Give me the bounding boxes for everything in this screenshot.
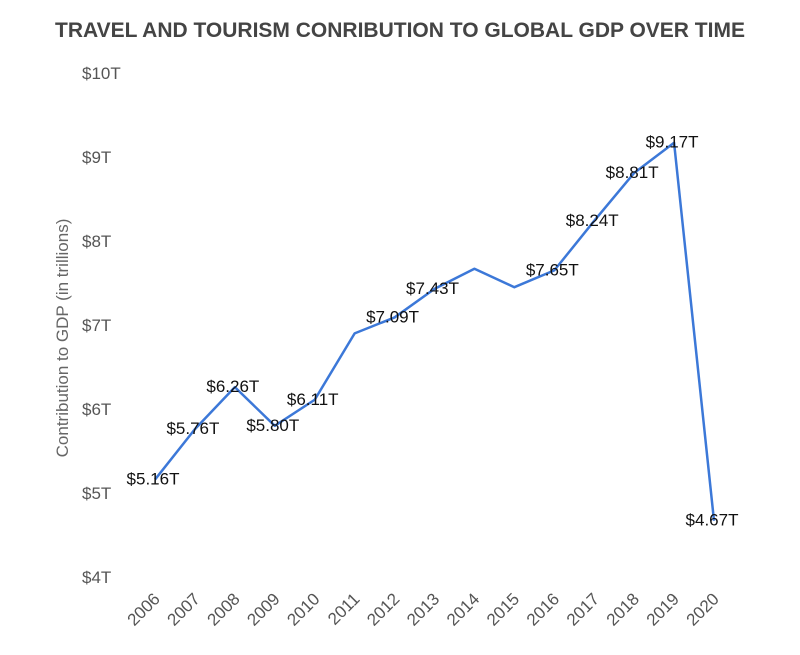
data-label: $5.76T: [166, 419, 219, 438]
data-label: $5.80T: [246, 416, 299, 435]
x-tick-label: 2012: [363, 589, 403, 629]
x-tick-label: 2007: [164, 589, 204, 629]
y-tick-label: $5T: [82, 484, 111, 503]
y-tick-label: $9T: [82, 148, 111, 167]
data-label: $7.43T: [406, 279, 459, 298]
y-tick-label: $10T: [82, 64, 121, 83]
x-tick-label: 2015: [483, 589, 523, 629]
y-tick-label: $6T: [82, 400, 111, 419]
x-tick-label: 2018: [603, 589, 643, 629]
data-label: $8.24T: [566, 211, 619, 230]
y-tick-label: $7T: [82, 316, 111, 335]
data-label: $8.81T: [606, 163, 659, 182]
series-line: [154, 141, 716, 521]
x-tick-label: 2006: [124, 589, 164, 629]
data-label: $9.17T: [646, 133, 699, 152]
data-label: $4.67T: [686, 511, 739, 530]
data-label: $7.65T: [526, 260, 579, 279]
y-axis-label: Contribution to GDP (in trillions): [53, 219, 72, 458]
y-tick-label: $4T: [82, 568, 111, 587]
data-label: $6.11T: [287, 390, 339, 409]
x-tick-label: 2020: [683, 589, 723, 629]
chart-title: TRAVEL AND TOURISM CONRIBUTION TO GLOBAL…: [55, 19, 745, 42]
data-label: $7.09T: [366, 307, 419, 326]
x-tick-label: 2017: [563, 589, 603, 629]
y-tick-label: $8T: [82, 232, 111, 251]
x-tick-label: 2016: [523, 589, 563, 629]
x-tick-label: 2019: [643, 589, 683, 629]
data-label: $5.16T: [127, 470, 180, 489]
x-tick-label: 2009: [243, 589, 283, 629]
x-tick-label: 2011: [324, 589, 363, 628]
x-tick-label: 2013: [403, 589, 443, 629]
x-tick-label: 2010: [283, 589, 323, 629]
data-label: $6.26T: [206, 377, 259, 396]
x-tick-label: 2008: [204, 589, 244, 629]
x-tick-label: 2014: [443, 589, 483, 629]
